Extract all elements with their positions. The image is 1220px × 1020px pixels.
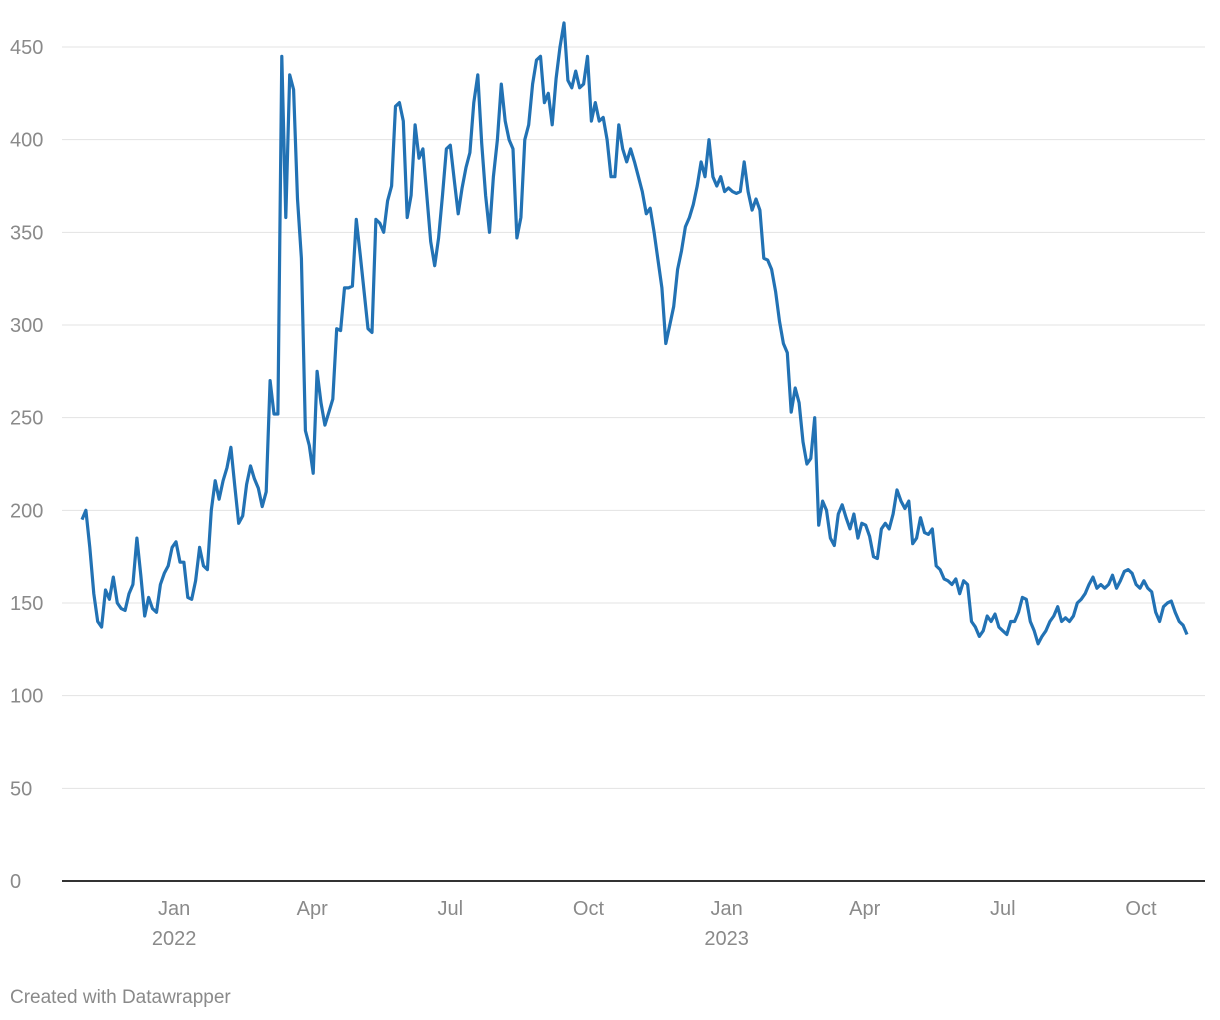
x-tick-label-line: Jan	[158, 898, 190, 920]
x-tick-label-line: Apr	[849, 898, 880, 920]
y-tick-label: 450	[10, 37, 43, 59]
y-tick-label: 0	[10, 871, 21, 893]
x-tick-label: Jul	[990, 898, 1016, 920]
x-tick-label-line: 2023	[704, 928, 749, 950]
x-tick-label: Oct	[1125, 898, 1157, 920]
y-tick-label: 350	[10, 222, 43, 244]
x-tick-label: Jan 2023	[704, 898, 749, 950]
x-tick-label: Oct	[573, 898, 605, 920]
y-tick-label: 300	[10, 315, 43, 337]
x-tick-label: Apr	[849, 898, 880, 920]
footer: Created with Datawrapper	[10, 987, 231, 1008]
y-tick-label: 100	[10, 686, 43, 708]
x-tick-label-line: 2022	[152, 928, 197, 950]
y-tick-label: 150	[10, 593, 43, 615]
x-tick-label-line: Oct	[1125, 898, 1157, 920]
line	[80, 21, 1189, 646]
y-tick-label: 200	[10, 500, 43, 522]
x-tick-label-line: Jul	[438, 898, 464, 920]
y-tick-label: 50	[10, 778, 32, 800]
y-tick-label: 400	[10, 130, 43, 152]
y-tick-label: 250	[10, 408, 43, 430]
x-tick-label: Jan 2022	[152, 898, 197, 950]
x-tick-label-line: Jan	[710, 898, 742, 920]
x-tick-label: Apr	[297, 898, 328, 920]
x-tick-label: Jul	[438, 898, 464, 920]
x-tick-label-line: Apr	[297, 898, 328, 920]
x-tick-label-line: Jul	[990, 898, 1016, 920]
x-tick-label-line: Oct	[573, 898, 605, 920]
